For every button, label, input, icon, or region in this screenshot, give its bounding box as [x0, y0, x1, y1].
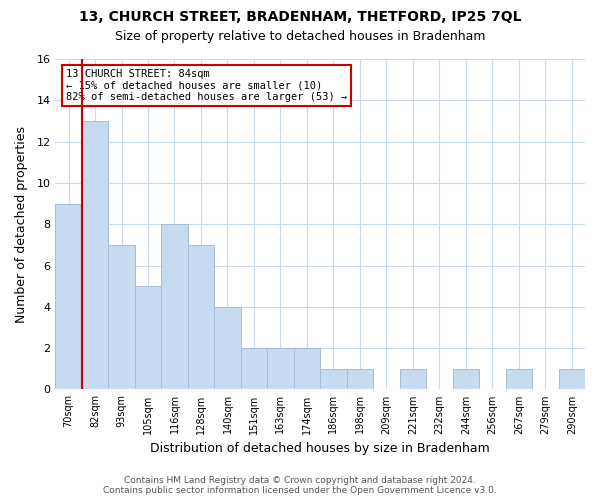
Bar [214, 307, 241, 390]
Bar [55, 204, 82, 390]
Bar [347, 369, 373, 390]
Bar [506, 369, 532, 390]
Y-axis label: Number of detached properties: Number of detached properties [15, 126, 28, 322]
Bar [320, 369, 347, 390]
Bar [241, 348, 267, 390]
Bar [188, 245, 214, 390]
Bar [452, 369, 479, 390]
Bar [108, 245, 135, 390]
Bar [135, 286, 161, 390]
Text: 13, CHURCH STREET, BRADENHAM, THETFORD, IP25 7QL: 13, CHURCH STREET, BRADENHAM, THETFORD, … [79, 10, 521, 24]
Bar [82, 121, 108, 390]
Text: Contains HM Land Registry data © Crown copyright and database right 2024.
Contai: Contains HM Land Registry data © Crown c… [103, 476, 497, 495]
Bar [559, 369, 585, 390]
Bar [400, 369, 426, 390]
Text: 13 CHURCH STREET: 84sqm
← 15% of detached houses are smaller (10)
82% of semi-de: 13 CHURCH STREET: 84sqm ← 15% of detache… [66, 69, 347, 102]
Bar [267, 348, 293, 390]
Text: Size of property relative to detached houses in Bradenham: Size of property relative to detached ho… [115, 30, 485, 43]
Bar [161, 224, 188, 390]
X-axis label: Distribution of detached houses by size in Bradenham: Distribution of detached houses by size … [150, 442, 490, 455]
Bar [293, 348, 320, 390]
